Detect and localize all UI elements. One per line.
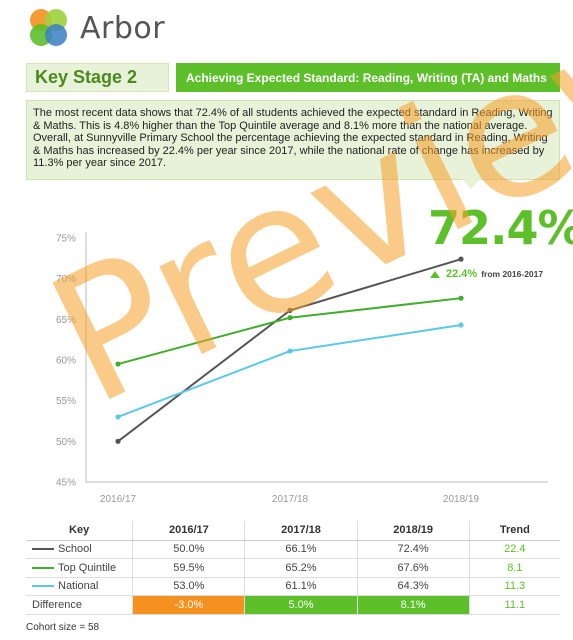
y-tick-label: 65% <box>56 315 76 326</box>
x-tick-label: 2016/17 <box>100 494 137 505</box>
data-point-top-quintile <box>458 295 464 301</box>
change-value: 22.4% <box>446 268 478 280</box>
table-cell: 61.1% <box>244 577 358 596</box>
data-point-top-quintile <box>115 361 121 367</box>
data-point-school <box>287 307 293 313</box>
difference-cell: -3.0% <box>132 595 246 615</box>
y-tick-label: 45% <box>56 478 76 489</box>
table-cell: 65.2% <box>244 558 358 578</box>
row-key: National <box>26 577 134 596</box>
y-tick-label: 70% <box>56 274 76 285</box>
summary-text: The most recent data shows that 72.4% of… <box>26 100 560 180</box>
legend-swatch <box>32 566 54 569</box>
table-cell: 64.3% <box>357 577 470 596</box>
table-row: Top Quintile 59.5% 65.2% 67.6% 8.1 <box>26 558 560 578</box>
table-cell: 50.0% <box>132 540 246 559</box>
trend-cell: 8.1 <box>469 558 560 578</box>
row-key: Top Quintile <box>26 558 134 578</box>
trend-cell: 22.4 <box>469 540 560 559</box>
table-cell: 66.1% <box>244 540 358 559</box>
data-point-top-quintile <box>287 315 293 321</box>
data-table: Key 2016/17 2017/18 2018/19 Trend School 50.0… <box>26 521 560 615</box>
data-point-national <box>458 322 464 328</box>
y-tick-label: 60% <box>56 356 76 367</box>
y-tick-label: 75% <box>56 234 76 245</box>
table-cell: 59.5% <box>132 558 246 578</box>
table-row: School 50.0% 66.1% 72.4% 22.4 <box>26 540 560 559</box>
data-point-school <box>115 438 121 444</box>
legend-swatch <box>32 585 54 588</box>
table-cell: 67.6% <box>357 558 470 578</box>
x-tick-label: 2018/19 <box>443 494 480 505</box>
row-key: Difference <box>26 595 134 615</box>
headline-change: 22.4% from 2016-2017 <box>430 268 543 280</box>
table-header-cell: 2016/17 <box>132 521 246 541</box>
x-tick-label: 2017/18 <box>272 494 309 505</box>
table-row: National 53.0% 61.1% 64.3% 11.3 <box>26 577 560 596</box>
table-header-cell: 2018/19 <box>357 521 470 541</box>
table-header-cell: Trend <box>469 521 560 541</box>
difference-cell: 5.0% <box>244 595 358 615</box>
arbor-leaf-icon <box>30 9 67 46</box>
y-tick-label: 55% <box>56 396 76 407</box>
difference-cell: 8.1% <box>357 595 470 615</box>
line-chart: 45% 50% 55% 60% 65% 70% 75% 2016/17 2017/18 2018/… <box>56 232 548 505</box>
trend-cell: 11.3 <box>469 577 560 596</box>
table-header-row: Key 2016/17 2017/18 2018/19 Trend <box>26 521 560 541</box>
row-key: School <box>26 540 134 559</box>
cohort-size: Cohort size = 58 <box>26 622 100 633</box>
trend-cell: 11.1 <box>469 595 560 615</box>
summary-pointer <box>462 179 480 189</box>
table-cell: 72.4% <box>357 540 470 559</box>
data-point-national <box>115 414 121 420</box>
table-header-cell: 2017/18 <box>244 521 358 541</box>
difference-row: Difference -3.0% 5.0% 8.1% 11.1 <box>26 595 560 615</box>
change-label: from 2016-2017 <box>481 269 544 279</box>
report-title: Achieving Expected Standard: Reading, Wr… <box>176 63 560 92</box>
up-arrow-icon <box>430 270 440 278</box>
arbor-logo: Arbor <box>26 6 165 50</box>
key-stage-label: Key Stage 2 <box>26 63 169 92</box>
brand-name: Arbor <box>80 10 166 46</box>
headline-value: 72.4% <box>428 201 573 255</box>
data-point-national <box>287 348 293 354</box>
table-header-cell: Key <box>26 521 134 541</box>
legend-swatch <box>32 548 54 551</box>
data-point-school <box>458 256 464 262</box>
y-tick-label: 50% <box>56 437 76 448</box>
table-cell: 53.0% <box>132 577 246 596</box>
